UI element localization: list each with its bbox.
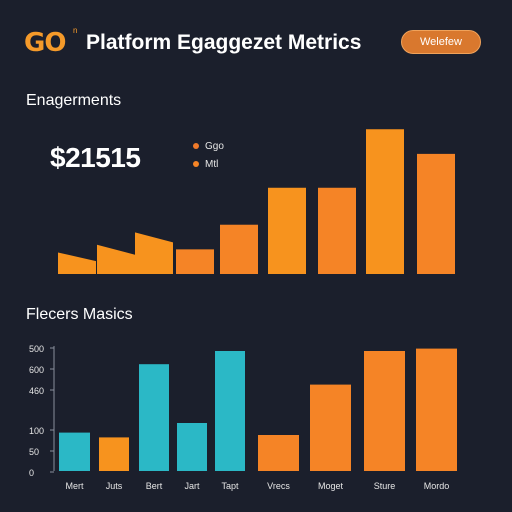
x-tick-label: Tapt xyxy=(221,481,239,491)
flecers-title: Flecers Masics xyxy=(26,306,133,323)
legend-label: Mtl xyxy=(205,158,219,170)
x-tick-label: Sture xyxy=(374,481,396,491)
bar xyxy=(258,435,299,471)
app-title: Platform Egaggezet Metrics xyxy=(86,31,362,54)
x-tick-label: Mordo xyxy=(424,481,450,491)
bar xyxy=(59,432,90,471)
bar xyxy=(176,249,214,274)
x-tick-label: Moget xyxy=(318,481,344,491)
x-tick-label: Mert xyxy=(66,481,84,491)
y-tick-label: 100 xyxy=(29,426,44,436)
legend-item: Ggo xyxy=(193,137,224,155)
bar xyxy=(58,252,96,274)
header: GO n Platform Egaggezet Metrics Welefew xyxy=(0,0,512,80)
engagements-title: Enagerments xyxy=(26,92,122,109)
bar xyxy=(310,384,351,471)
y-tick-label: 50 xyxy=(29,447,39,457)
y-tick-label: 500 xyxy=(29,344,44,354)
bar xyxy=(215,351,245,471)
x-tick-label: Vrecs xyxy=(267,481,290,491)
legend-dot-icon xyxy=(193,143,199,149)
legend-item: Mtl xyxy=(193,155,224,173)
y-tick-label: 600 xyxy=(29,365,44,375)
x-tick-label: Juts xyxy=(106,481,123,491)
logo: GO xyxy=(24,28,66,58)
legend-label: Ggo xyxy=(205,140,224,152)
bar xyxy=(97,244,135,274)
bar xyxy=(416,348,457,471)
bar xyxy=(139,364,169,471)
bar xyxy=(366,129,404,274)
x-tick-label: Bert xyxy=(146,481,163,491)
y-tick-label: 460 xyxy=(29,386,44,396)
bar xyxy=(417,153,455,274)
bar xyxy=(220,224,258,274)
bar xyxy=(177,423,207,471)
kpi-value: $21515 xyxy=(50,142,141,173)
logo-mark: n xyxy=(73,26,78,35)
bar xyxy=(364,351,405,471)
bar xyxy=(135,232,173,274)
y-tick-label: 0 xyxy=(29,468,34,478)
bar xyxy=(99,437,129,471)
bar xyxy=(318,187,356,274)
legend-dot-icon xyxy=(193,161,199,167)
legend: Ggo Mtl xyxy=(193,137,224,173)
x-tick-label: Jart xyxy=(184,481,200,491)
header-button[interactable]: Welefew xyxy=(401,30,481,54)
bar xyxy=(268,187,306,274)
